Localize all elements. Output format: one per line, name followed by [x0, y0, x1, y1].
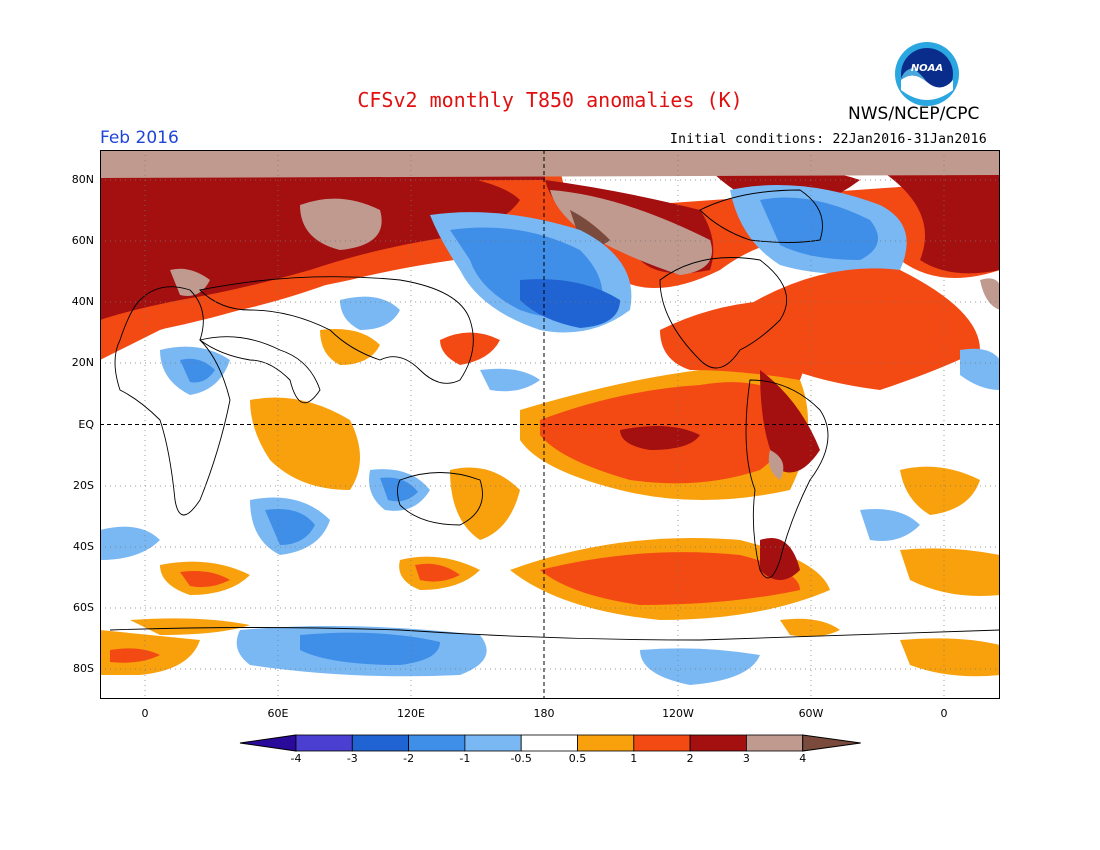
graticule — [100, 150, 1000, 699]
initial-conditions-label: Initial conditions: 22Jan2016-31Jan2016 — [670, 132, 987, 147]
colorbar-bin — [689, 734, 747, 752]
colorbar-bin — [802, 734, 861, 752]
colorbar-label: -3 — [346, 752, 358, 765]
coastlines — [109, 189, 1000, 641]
lon-label: 60W — [798, 707, 824, 720]
colorbar — [239, 734, 861, 752]
colorbar-label: 2 — [686, 752, 694, 765]
colorbar-bin — [633, 734, 691, 752]
lat-label: 80N — [71, 173, 94, 186]
colorbar-label: -1 — [459, 752, 471, 765]
svg-text:NOAA: NOAA — [911, 63, 943, 74]
lat-label: 40S — [73, 540, 94, 553]
lat-label: 40N — [71, 295, 94, 308]
lon-label: 0 — [940, 707, 948, 720]
colorbar-label: 4 — [799, 752, 807, 765]
colorbar-bin — [408, 734, 466, 752]
map-title: CFSv2 monthly T850 anomalies (K) — [357, 88, 743, 112]
lon-label: 60E — [267, 707, 289, 720]
lon-label: 180 — [533, 707, 555, 720]
colorbar-bin — [239, 734, 297, 752]
lat-label: 60S — [73, 601, 94, 614]
forecast-month-label: Feb 2016 — [100, 128, 179, 148]
colorbar-label: 3 — [742, 752, 750, 765]
lon-label: 120W — [662, 707, 694, 720]
lon-label: 120E — [397, 707, 425, 720]
colorbar-label: 1 — [630, 752, 638, 765]
colorbar-label: -0.5 — [510, 752, 532, 765]
lat-label: 80S — [73, 662, 94, 675]
anomaly-map — [100, 150, 1000, 699]
colorbar-label: -4 — [290, 752, 302, 765]
anomaly-fields — [100, 150, 1000, 699]
colorbar-bin — [351, 734, 410, 752]
lat-label: 20S — [73, 479, 94, 492]
colorbar-label: -2 — [403, 752, 415, 765]
lon-label: 0 — [141, 707, 149, 720]
colorbar-bin — [577, 734, 635, 752]
lat-label: EQ — [78, 417, 94, 431]
colorbar-bin — [464, 734, 522, 752]
lat-label: 20N — [71, 356, 94, 369]
colorbar-bin — [295, 734, 353, 752]
colorbar-bin — [745, 734, 804, 752]
colorbar-bin — [520, 734, 578, 752]
lat-label: 60N — [71, 234, 94, 247]
colorbar-label: 0.5 — [568, 752, 587, 765]
noaa-logo: NOAA — [895, 42, 959, 106]
org-label: NWS/NCEP/CPC — [848, 104, 980, 124]
